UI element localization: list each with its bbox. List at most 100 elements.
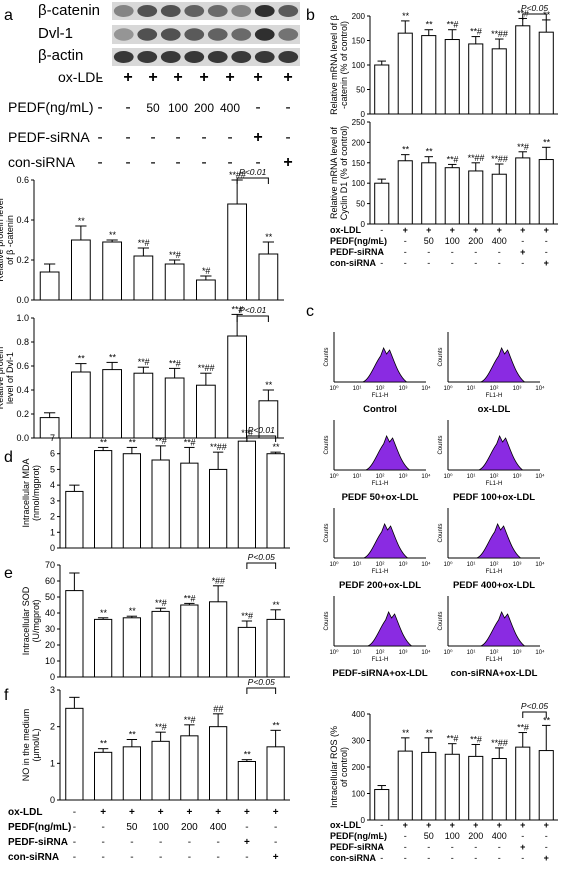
flow-x-tick: 10⁰ — [443, 561, 453, 568]
significance-label: ** — [272, 600, 280, 610]
treatment-row-value: + — [186, 807, 192, 818]
treatment-row-value: + — [544, 853, 549, 863]
treatment-row-value: - — [130, 837, 133, 848]
flow-x-tick: 10² — [376, 474, 385, 480]
flow-panel: Counts 10⁰ 10¹ 10² 10³ 10⁴ FL1-H con-siRNA+ox-L… — [438, 596, 545, 679]
flow-histogram — [363, 523, 409, 559]
treatment-row-value: - — [498, 853, 501, 863]
bar — [227, 335, 247, 439]
blot-band — [184, 51, 205, 63]
y-tick-label: 2 — [50, 512, 55, 522]
bar — [151, 459, 170, 549]
y-tick-label: 150 — [352, 37, 366, 46]
significance-bracket — [236, 177, 269, 184]
y-tick-label: 30 — [45, 624, 55, 634]
bar — [468, 43, 484, 115]
y-tick-label: 60 — [45, 576, 55, 586]
bar — [421, 162, 437, 225]
y-tick-label: 0 — [361, 110, 366, 119]
significance-label: **# — [155, 436, 168, 446]
y-axis-label: of β -catenin — [5, 215, 15, 265]
flow-panel: Counts 10⁰ 10¹ 10² 10³ 10⁴ FL1-H PEDF 400+ox-LD… — [438, 508, 545, 591]
blot-row-value: - — [97, 129, 102, 146]
flow-histogram — [362, 347, 408, 383]
bar — [374, 64, 390, 115]
blot-band — [231, 28, 252, 41]
bar — [180, 604, 199, 678]
bar — [102, 241, 122, 301]
treatment-row-value: - — [404, 258, 407, 268]
treatment-row-value: - — [451, 853, 454, 863]
blot-band — [278, 5, 299, 17]
treatment-row-value: - — [380, 853, 383, 863]
significance-label: **## — [491, 738, 509, 748]
flow-x-tick: 10⁴ — [421, 561, 431, 568]
flow-x-tick: 10⁴ — [421, 473, 431, 480]
blot-band — [137, 28, 158, 41]
significance-label: ** — [402, 728, 410, 738]
y-axis-label: Cyclin D1 (% of control) — [339, 126, 349, 221]
chart-b1: 0 50 100 150 200 Relative mRNA level of β -cat… — [329, 3, 558, 119]
flow-x-label: FL1-H — [486, 393, 503, 399]
chart-f: 0 1 2 3 NO in the medium (μmol/L) ** ** **# **# ##… — [8, 677, 290, 863]
blot-band-label: β-actin — [38, 47, 83, 64]
y-tick-label: 0 — [50, 672, 55, 682]
treatment-row-value: + — [215, 807, 221, 818]
flow-histogram — [478, 435, 524, 471]
treatment-row-value: - — [73, 807, 76, 818]
significance-label: **# — [155, 722, 168, 732]
significance-label: **# — [169, 358, 182, 368]
treatment-row-value: - — [73, 822, 76, 833]
panel-label-d: d — [4, 449, 13, 466]
significance-label: **# — [169, 250, 182, 260]
y-tick-label: 7 — [50, 433, 55, 443]
flow-panel-title: PEDF 200+ox-LDL — [339, 580, 421, 591]
significance-label: ** — [425, 728, 433, 738]
flow-x-tick: 10² — [490, 562, 499, 568]
treatment-row-value: + — [520, 247, 525, 257]
blot-band — [207, 51, 228, 63]
treatment-row-value: 200 — [468, 831, 483, 841]
treatment-row-value: - — [404, 236, 407, 246]
bar — [237, 761, 256, 801]
significance-label: **# — [137, 238, 150, 248]
significance-label: **## — [491, 29, 509, 39]
treatment-row-value: - — [404, 853, 407, 863]
flow-x-tick: 10³ — [399, 562, 408, 568]
bar — [266, 746, 285, 801]
flow-panel-title: PEDF 400+ox-LDL — [453, 580, 535, 591]
treatment-row-label: PEDF(ng/mL) — [330, 831, 387, 841]
blot-band — [254, 28, 275, 41]
treatment-row-value: + — [520, 820, 525, 830]
bar — [397, 160, 413, 225]
treatment-row-value: - — [216, 852, 219, 863]
treatment-row-value: - — [427, 247, 430, 257]
blot-treatment-table: ox-LDL- + + + + + + +PEDF(ng/mL) - -50 100 200 400- -… — [8, 69, 293, 171]
significance-label: **## — [491, 154, 509, 164]
treatment-row-value: - — [380, 842, 383, 852]
significance-label: ** — [100, 437, 108, 447]
treatment-row-value: 100 — [445, 831, 460, 841]
treatment-row-value: - — [216, 837, 219, 848]
flow-x-tick: 10⁰ — [329, 473, 339, 480]
blot-row-value: - — [255, 99, 260, 116]
flow-histogram — [365, 435, 411, 471]
treatment-row-value: - — [130, 852, 133, 863]
blot-row-value: - — [150, 129, 155, 146]
flow-x-tick: 10¹ — [353, 562, 362, 568]
y-tick-label: 0.2 — [16, 255, 29, 265]
y-tick-label: 300 — [352, 737, 366, 746]
bar — [164, 377, 185, 439]
flow-histogram — [476, 523, 522, 559]
treatment-row-value: + — [158, 807, 164, 818]
bar — [65, 707, 84, 801]
flow-x-tick: 10¹ — [467, 474, 476, 480]
blot-row-value: + — [123, 69, 132, 86]
bar — [133, 372, 154, 439]
flow-x-tick: 10¹ — [353, 386, 362, 392]
treatment-row-value: - — [451, 258, 454, 268]
flow-y-label: Counts — [324, 435, 330, 454]
chart-b2: 0 50 100 150 200 250 Relative mRNA level of Cyc… — [329, 118, 558, 268]
flow-x-label: FL1-H — [372, 657, 389, 663]
flow-x-tick: 10³ — [399, 474, 408, 480]
